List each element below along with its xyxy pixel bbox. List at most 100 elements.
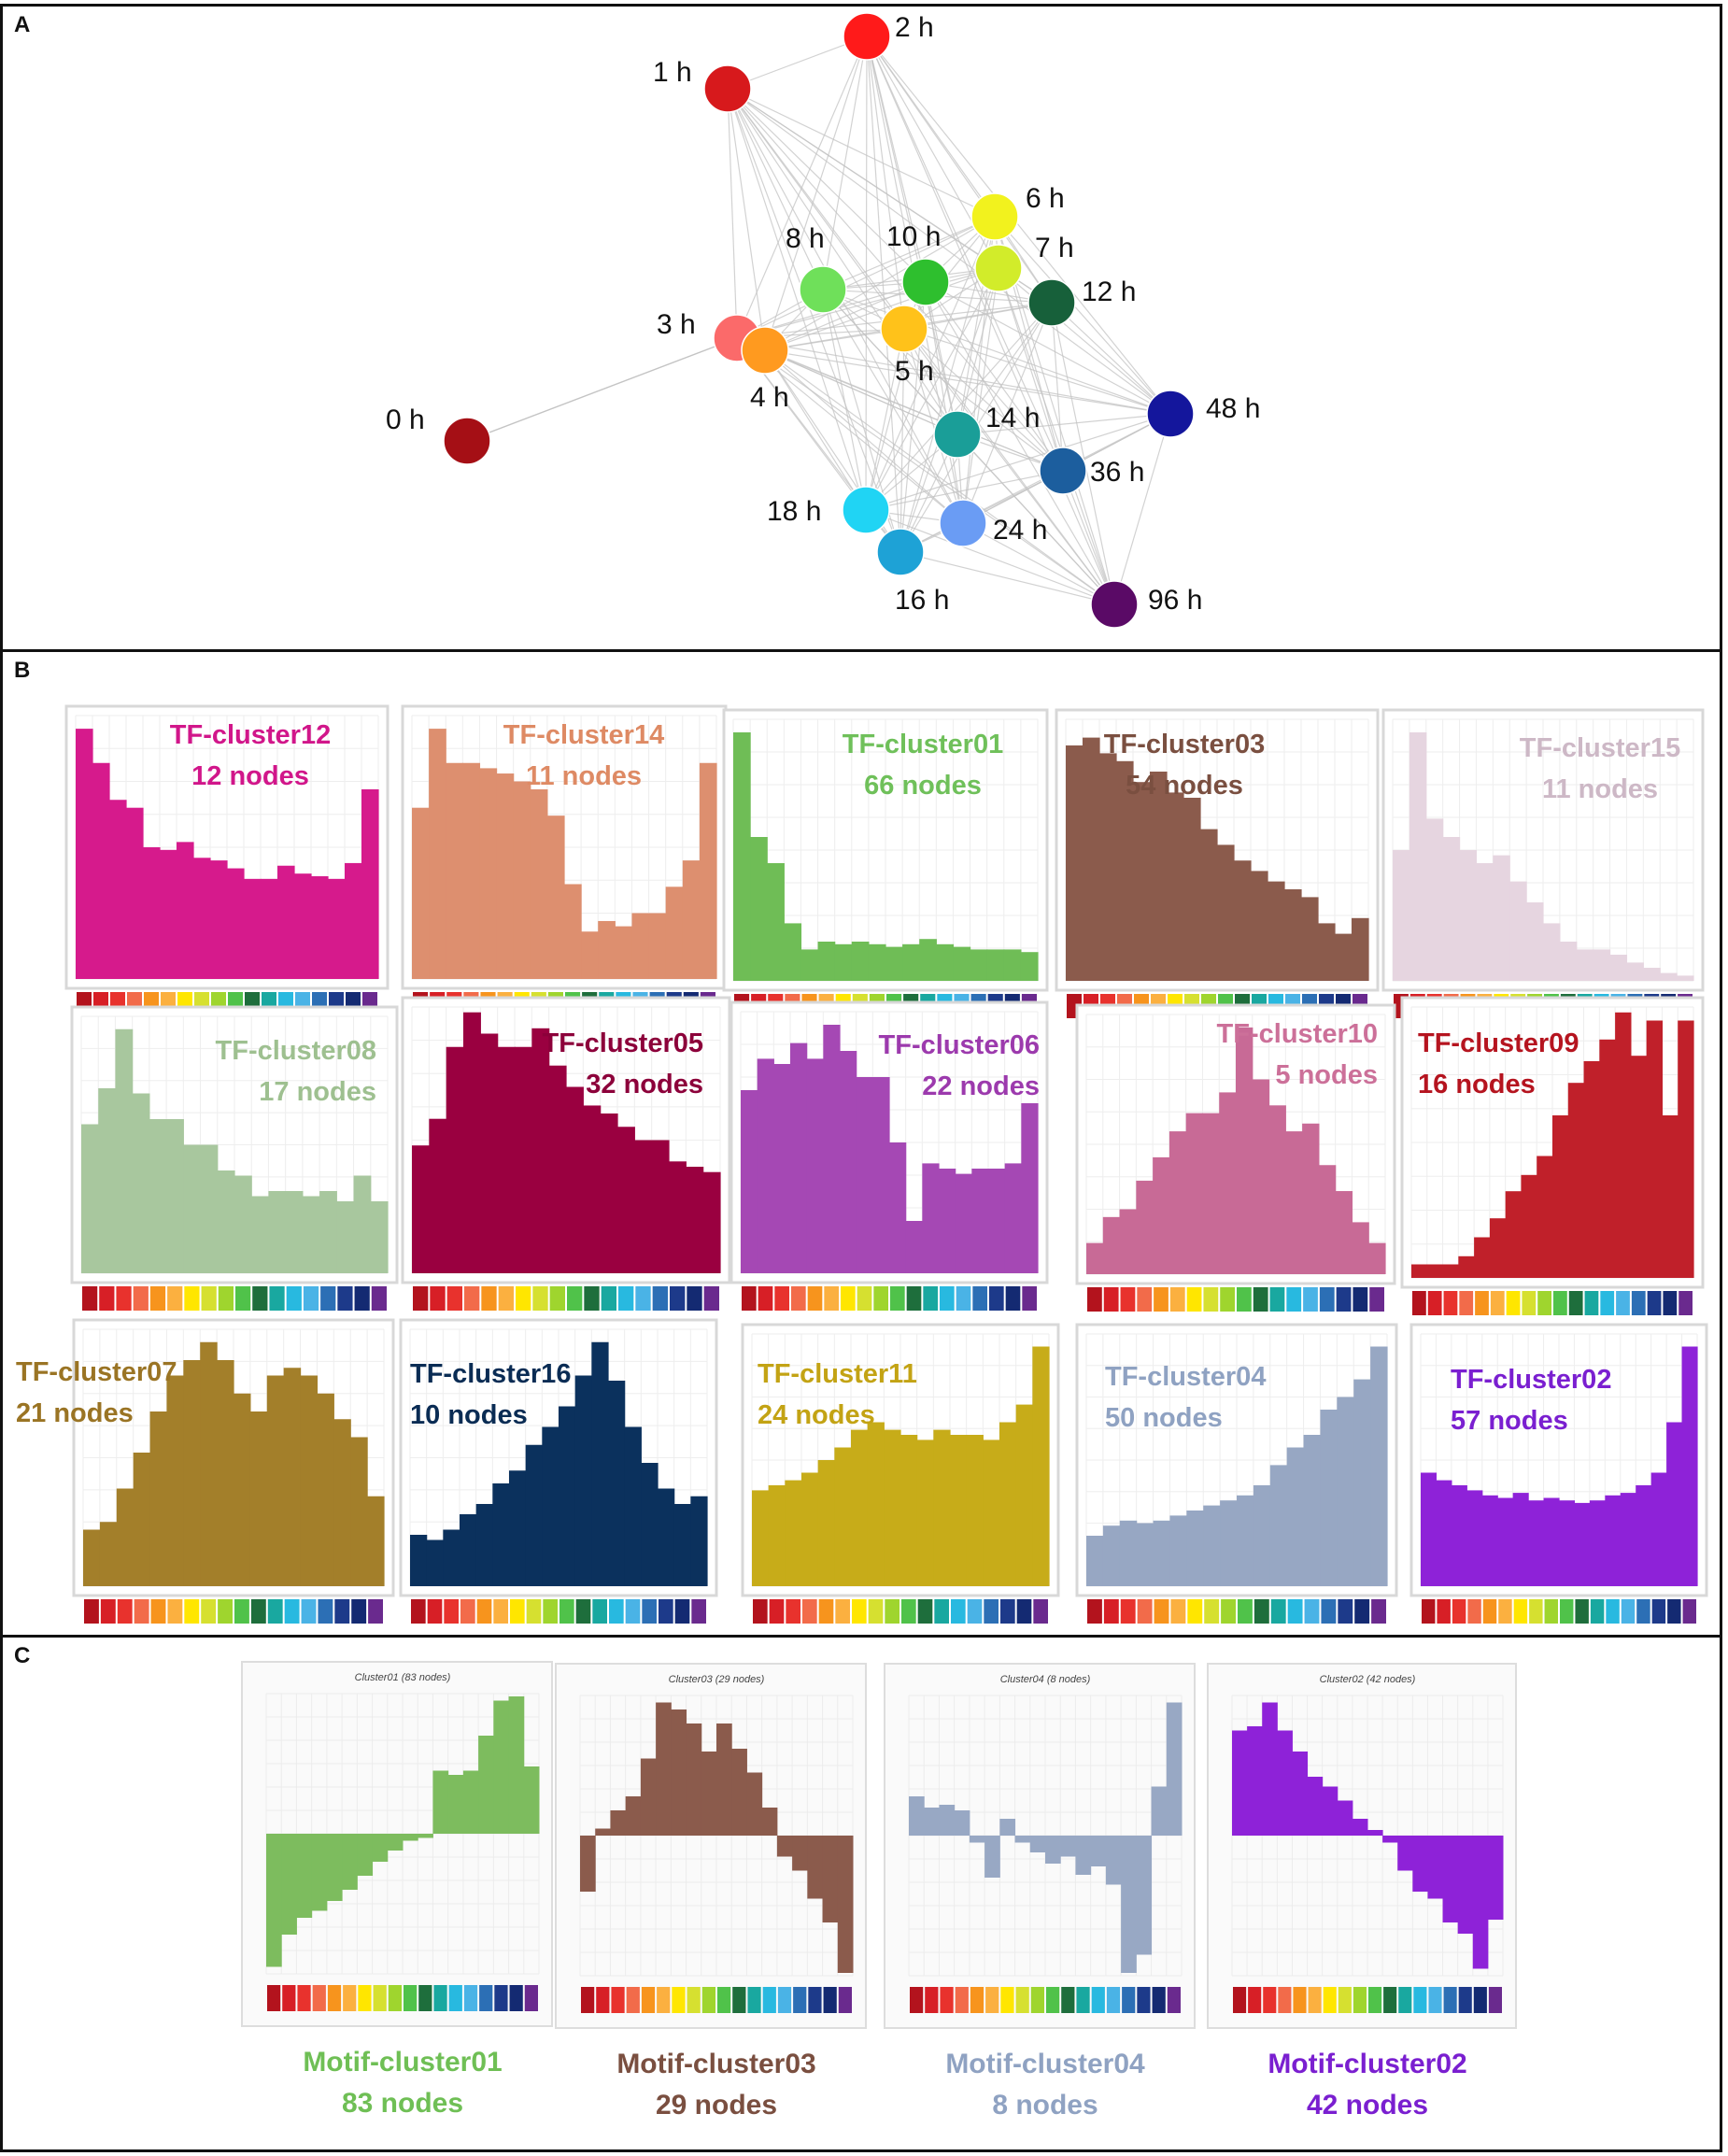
time-strip-cell (1221, 1599, 1236, 1624)
time-strip-cell (868, 1599, 884, 1624)
time-strip-cell (742, 1286, 757, 1311)
time-strip-cell (1522, 1291, 1537, 1315)
time-strip-cell (972, 1286, 987, 1311)
time-strip-cell (1237, 1287, 1252, 1312)
time-strip-cell (1336, 1287, 1352, 1312)
network-edge (764, 349, 964, 524)
bar (1337, 1397, 1354, 1586)
node-label: 48 h (1206, 393, 1260, 424)
bar (624, 1426, 642, 1586)
bar (266, 1834, 282, 1967)
bar (750, 837, 768, 981)
tf-cluster-node-count: 50 nodes (1105, 1403, 1223, 1433)
motif-cluster-chart: Cluster02 (42 nodes) Motif-cluster02 42 no… (1207, 1663, 1517, 2121)
network-edge (1113, 413, 1171, 605)
bar (1442, 837, 1461, 981)
bar (1583, 1061, 1600, 1278)
bar (1509, 881, 1527, 981)
bar (1526, 902, 1544, 981)
bar (249, 1411, 268, 1586)
bar (1247, 1726, 1263, 1836)
bar (447, 1775, 464, 1834)
bar (496, 773, 515, 979)
bar (1367, 1830, 1383, 1836)
bar (311, 876, 329, 979)
bar (1353, 1379, 1371, 1586)
bar (1086, 1242, 1104, 1274)
bar (1003, 949, 1022, 981)
network-edge (994, 216, 1171, 415)
time-strip-cell (1263, 1987, 1277, 2013)
tf-cluster-node-count: 22 nodes (922, 1071, 1040, 1101)
bar (1393, 850, 1410, 981)
tf-cluster-chart: TF-cluster09 16 nodes (1400, 996, 1705, 1315)
bar (317, 1393, 334, 1586)
network-edge (764, 216, 996, 351)
bar (1543, 923, 1561, 981)
bar (200, 1341, 218, 1586)
bar (115, 1028, 134, 1273)
network-edge (925, 281, 1171, 415)
bar (631, 913, 650, 979)
time-strip-cell (885, 1599, 899, 1624)
network-edge (727, 88, 1171, 415)
bar (300, 1375, 319, 1586)
bar (1427, 1836, 1444, 1899)
bar (867, 1422, 885, 1586)
time-strip-cell (1338, 1987, 1352, 2013)
time-strip-cell (732, 1987, 746, 2013)
time-strip-cell (1061, 1987, 1075, 2013)
time-strip-cell (890, 1286, 905, 1311)
bar (1090, 1836, 1107, 1866)
time-strip-cell (701, 1987, 715, 2013)
node-2h (843, 12, 891, 61)
time-strip-cell (1353, 1987, 1367, 2013)
bar (1466, 1490, 1483, 1586)
time-strip-cell (252, 1286, 268, 1311)
time-strip-cell (967, 1599, 983, 1624)
time-strip-cell (267, 1985, 281, 2011)
time-strip-cell (824, 1286, 839, 1311)
bar (1136, 1523, 1154, 1586)
bar (133, 1453, 151, 1586)
bar (986, 949, 1005, 981)
bar (1459, 850, 1478, 981)
node-12h (1027, 278, 1076, 327)
bar (1412, 1836, 1428, 1892)
time-strip-cell (641, 1987, 656, 2013)
panel-label-a: A (14, 12, 31, 37)
time-strip-cell (1616, 1291, 1630, 1315)
bar (939, 1169, 956, 1273)
bar (566, 1086, 584, 1273)
network-edge (903, 328, 1171, 415)
time-strip-cell (873, 1286, 888, 1311)
panel-label-b: B (14, 658, 31, 683)
network-edge (962, 267, 999, 524)
bar (1020, 952, 1039, 981)
node-label: 7 h (1035, 233, 1074, 263)
time-strip-cell (354, 1286, 370, 1311)
bar (953, 946, 971, 981)
network-edges (466, 35, 1171, 605)
node-label: 14 h (985, 403, 1040, 433)
time-strip-cell (1651, 1599, 1666, 1624)
bar (116, 1488, 135, 1586)
time-strip-cell (1187, 1599, 1203, 1624)
time-strip-cell (282, 1985, 296, 2011)
time-strip-cell (1103, 1287, 1119, 1312)
network-edge (764, 349, 1171, 415)
time-strip-cell (234, 1599, 249, 1624)
bar (1102, 1216, 1121, 1274)
tf-cluster-chart: TF-cluster16 10 nodes (399, 1318, 718, 1624)
time-strip-cell (567, 1286, 583, 1311)
time-strip-cell (479, 1985, 493, 2011)
bar (999, 1819, 1016, 1836)
motif-cluster-name: Motif-cluster02 (1268, 2049, 1466, 2079)
bar (1286, 1447, 1305, 1586)
bar (210, 860, 228, 979)
time-strip-cell (320, 1286, 336, 1311)
time-strip-cell (687, 1286, 702, 1311)
panel-b: B TF-cluster12 12 nodes TF-cluster14 11 nod… (0, 652, 1722, 1638)
bar (807, 1836, 824, 1899)
time-strip-cell (841, 1286, 856, 1311)
